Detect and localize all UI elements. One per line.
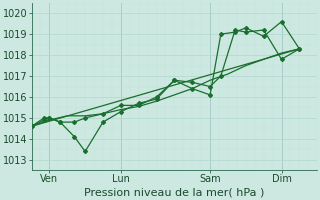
X-axis label: Pression niveau de la mer( hPa ): Pression niveau de la mer( hPa ) bbox=[84, 187, 265, 197]
